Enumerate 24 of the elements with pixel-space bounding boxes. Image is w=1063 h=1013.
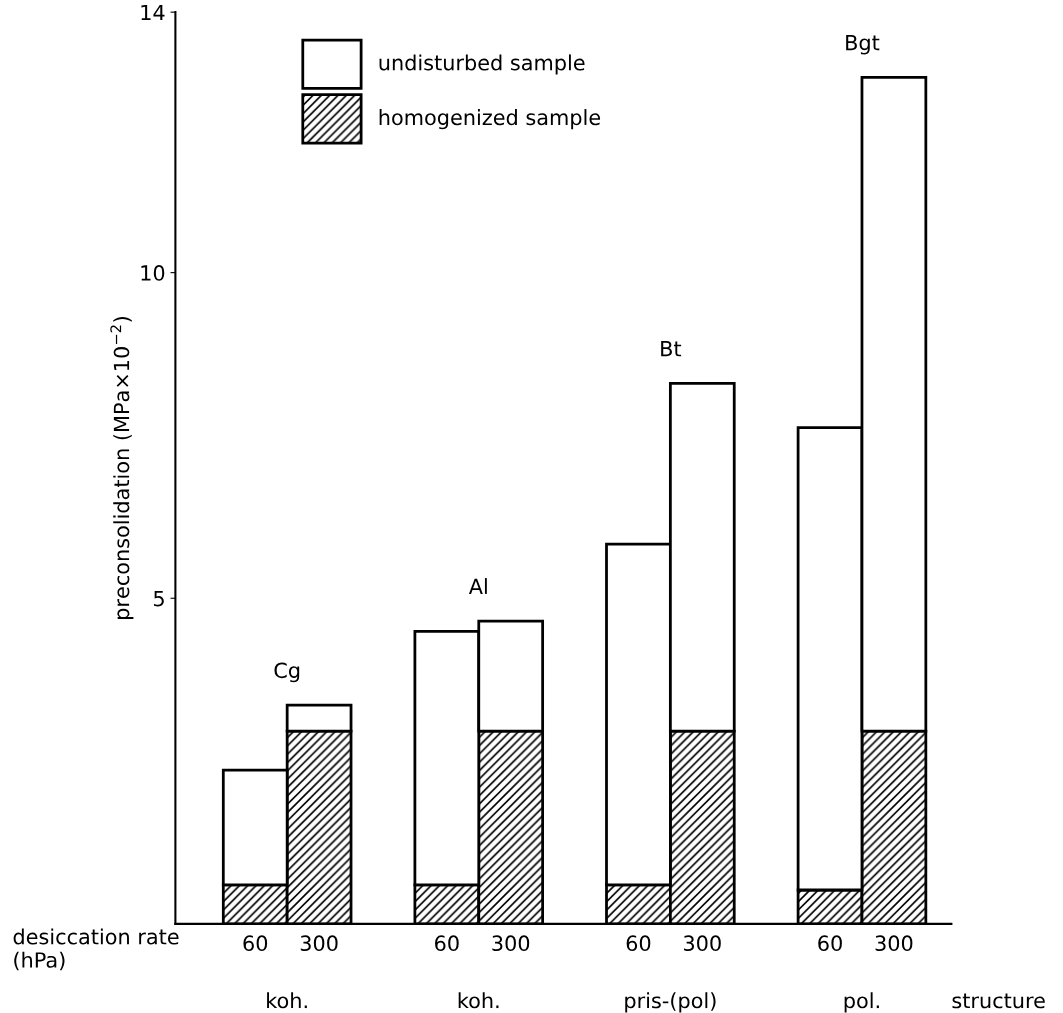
annotation: Bt xyxy=(661,341,682,357)
y-tick-label: 10 xyxy=(141,265,165,281)
y-tick-label: 14 xyxy=(141,4,165,21)
legend-label: homogenized sample xyxy=(379,109,601,130)
x-tick-label: 300 xyxy=(300,935,338,952)
x-axis-title: desiccation rate (hPa) xyxy=(13,928,179,971)
y-tick-label: 5 xyxy=(154,590,164,607)
text: pol. xyxy=(844,992,879,1013)
text: koh. xyxy=(267,992,307,1009)
y-axis-title: preconsolidation (MPa×10$^{−2}$) xyxy=(110,317,134,619)
text: pris-(pol) xyxy=(625,992,716,1013)
annotation: Bgt xyxy=(846,34,880,55)
annotation: Al xyxy=(468,578,487,594)
x-tick-label: 60 xyxy=(818,935,842,952)
annotation: Cg xyxy=(274,662,300,683)
x-tick-label: 300 xyxy=(875,935,913,952)
text: koh. xyxy=(458,992,499,1009)
legend-label: undisturbed sample xyxy=(379,54,585,75)
text: structure xyxy=(952,993,1045,1009)
x-tick-label: 60 xyxy=(243,935,268,952)
x-tick-label: 300 xyxy=(492,935,530,952)
x-tick-label: 300 xyxy=(684,935,721,952)
x-tick-label: 60 xyxy=(435,935,459,952)
x-tick-label: 60 xyxy=(626,935,651,952)
